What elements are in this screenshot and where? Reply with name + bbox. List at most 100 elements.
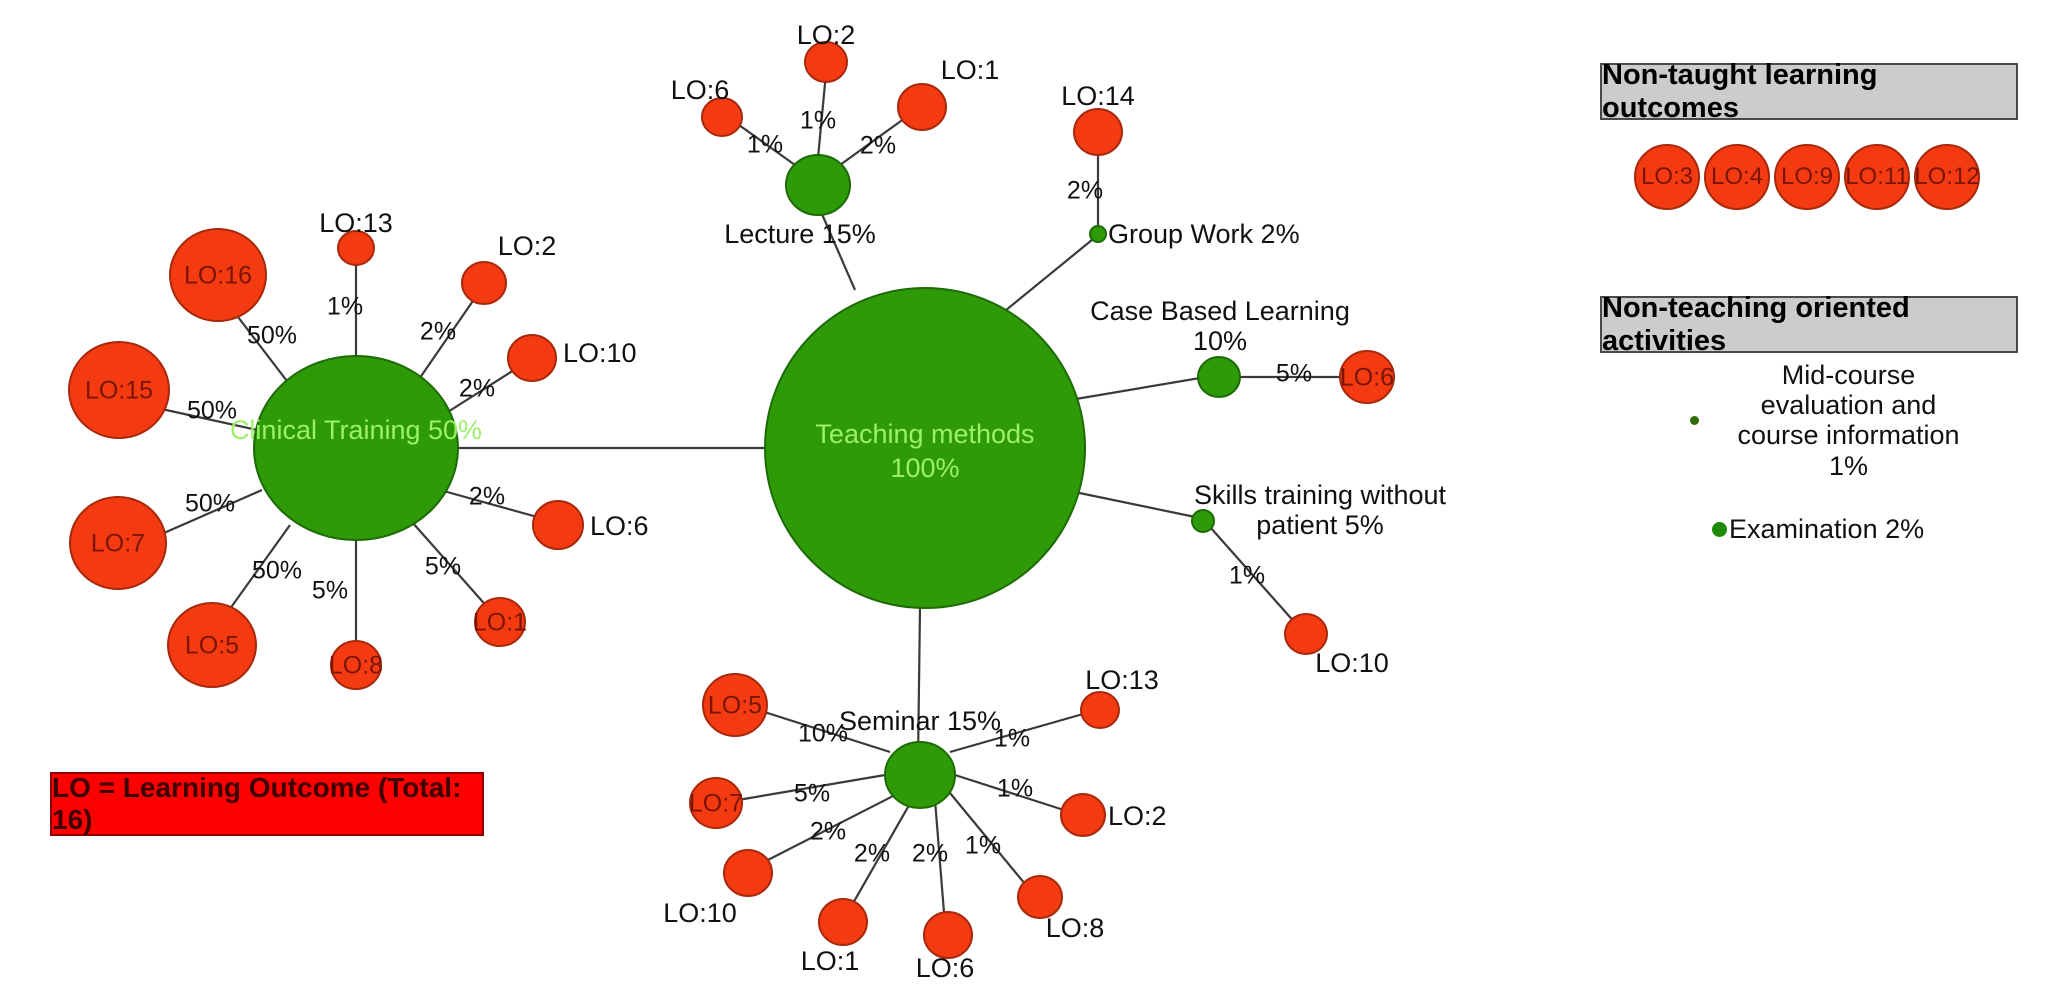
legend-non-taught-title: Non-taught learning outcomes bbox=[1600, 59, 2018, 124]
hub-circle[interactable] bbox=[764, 287, 1086, 609]
non-taught-chip[interactable]: LO:4 bbox=[1704, 144, 1770, 210]
lecture-lo1-circle[interactable] bbox=[897, 83, 947, 131]
clinical-outcome-lo15[interactable]: LO:15 50% bbox=[68, 341, 237, 439]
node-teaching-methods[interactable]: Teaching methods 100% bbox=[764, 287, 1086, 609]
non-taught-chip[interactable]: LO:3 bbox=[1634, 144, 1700, 210]
edge-hub-groupwork bbox=[999, 234, 1099, 316]
group-work-circle[interactable] bbox=[1089, 225, 1107, 243]
seminar-outcome-lo7[interactable]: LO:7 5% bbox=[689, 777, 830, 829]
lo15-label: LO:15 bbox=[85, 377, 153, 405]
lo10-label: LO:10 bbox=[563, 338, 637, 368]
lo16-circle[interactable] bbox=[169, 228, 267, 322]
node-lecture[interactable]: Lecture 15% bbox=[724, 154, 876, 249]
skills-outcome-lo10[interactable]: LO:10 1% bbox=[1229, 562, 1389, 679]
skills-lo10-pct: 1% bbox=[1229, 562, 1265, 590]
lo6-circle[interactable] bbox=[532, 500, 584, 550]
cbl-outcome-lo6[interactable]: LO:6 5% bbox=[1276, 350, 1395, 404]
skills-training-circle[interactable] bbox=[1191, 509, 1215, 533]
lo2-pct: 2% bbox=[420, 318, 456, 346]
sem-lo5-circle[interactable] bbox=[702, 673, 768, 737]
lo7-label: LO:7 bbox=[91, 530, 145, 558]
skills-lo10-label: LO:10 bbox=[1315, 648, 1389, 678]
lo13-circle[interactable] bbox=[337, 230, 375, 266]
node-skills-training[interactable]: Skills training without patient 5% bbox=[1191, 480, 1447, 540]
lecture-outcome-lo1[interactable]: LO:1 2% bbox=[860, 55, 999, 159]
lo6-label: LO:6 bbox=[590, 511, 649, 541]
clinical-training-circle[interactable] bbox=[253, 355, 459, 541]
seminar-outcome-lo5[interactable]: LO:5 10% bbox=[702, 673, 848, 748]
lo16-pct: 50% bbox=[247, 322, 297, 350]
clinical-outcome-lo2[interactable]: LO:2 2% bbox=[420, 231, 556, 345]
edge-clinical-lo7 bbox=[147, 488, 263, 542]
lecture-lo2-circle[interactable] bbox=[804, 41, 848, 83]
lo5-circle[interactable] bbox=[167, 602, 257, 688]
case-based-learning-circle[interactable] bbox=[1197, 356, 1241, 398]
sem-lo10-pct: 2% bbox=[810, 818, 846, 846]
cbl-lo6-circle[interactable] bbox=[1339, 350, 1395, 404]
lecture-label: Lecture 15% bbox=[724, 219, 876, 249]
sem-lo6-circle[interactable] bbox=[923, 911, 973, 959]
node-seminar[interactable]: Seminar 15% bbox=[839, 706, 1001, 809]
hub-label-line1: Teaching methods bbox=[815, 419, 1034, 449]
edges-skills-cluster bbox=[1209, 526, 1298, 626]
non-taught-chip[interactable]: LO:11 bbox=[1844, 144, 1910, 210]
sem-lo10-circle[interactable] bbox=[723, 849, 773, 897]
clinical-outcome-lo13[interactable]: LO:13 1% bbox=[319, 208, 393, 320]
clinical-outcome-lo1[interactable]: LO:1 5% bbox=[425, 553, 527, 647]
sem-lo8-label: LO:8 bbox=[1046, 913, 1105, 943]
edge-clinical-lo10 bbox=[442, 364, 523, 416]
sem-lo7-circle[interactable] bbox=[689, 777, 743, 829]
clinical-outcome-lo10[interactable]: LO:10 2% bbox=[459, 334, 637, 403]
edge-seminar-lo10 bbox=[757, 794, 896, 866]
lecture-lo2-label: LO:2 bbox=[797, 20, 856, 50]
non-taught-chip[interactable]: LO:12 bbox=[1914, 144, 1980, 210]
lo10-circle[interactable] bbox=[507, 334, 557, 382]
edge-hub-seminar bbox=[916, 607, 922, 763]
node-group-work[interactable]: Group Work 2% bbox=[1089, 219, 1300, 249]
seminar-outcome-lo2[interactable]: LO:2 1% bbox=[997, 775, 1167, 837]
lo1-circle[interactable] bbox=[474, 597, 526, 647]
lo14-circle[interactable] bbox=[1073, 108, 1123, 156]
clinical-outcome-lo7[interactable]: LO:7 50% bbox=[69, 490, 235, 590]
seminar-outcome-lo6[interactable]: LO:6 2% bbox=[912, 840, 974, 984]
sem-lo1-circle[interactable] bbox=[818, 898, 868, 946]
clinical-outcome-lo8[interactable]: LO:8 5% bbox=[312, 577, 383, 690]
edge-clinical-lo15 bbox=[156, 406, 258, 432]
skills-lo10-circle[interactable] bbox=[1284, 613, 1328, 655]
skills-label-line2: patient 5% bbox=[1256, 510, 1384, 540]
lo5-label: LO:5 bbox=[185, 632, 239, 660]
clinical-outcome-lo5[interactable]: LO:5 50% bbox=[167, 557, 302, 688]
groupwork-outcome-lo14[interactable]: LO:14 2% bbox=[1061, 81, 1135, 204]
lecture-outcome-lo6[interactable]: LO:6 1% bbox=[671, 75, 783, 158]
seminar-circle[interactable] bbox=[884, 741, 956, 809]
lecture-lo1-pct: 2% bbox=[860, 132, 896, 160]
sem-lo8-circle[interactable] bbox=[1017, 875, 1063, 919]
lecture-lo6-circle[interactable] bbox=[701, 97, 743, 137]
lo8-circle[interactable] bbox=[330, 640, 382, 690]
sem-lo2-circle[interactable] bbox=[1060, 793, 1106, 837]
seminar-outcome-lo8[interactable]: LO:8 1% bbox=[965, 832, 1104, 944]
clinical-outcome-lo16[interactable]: LO:16 50% bbox=[169, 228, 297, 350]
sem-lo10-label: LO:10 bbox=[663, 898, 737, 928]
seminar-outcome-lo10[interactable]: LO:10 2% bbox=[663, 818, 846, 929]
clinical-training-label: Clinical Training 50% bbox=[230, 415, 482, 445]
learning-outcome-key: LO = Learning Outcome (Total: 16) bbox=[50, 772, 484, 836]
mid-course-line1: Mid-course bbox=[1781, 360, 1916, 390]
lo13-label: LO:13 bbox=[319, 208, 393, 238]
node-clinical-training[interactable]: Clinical Training 50% bbox=[230, 355, 482, 541]
lo1-pct: 5% bbox=[425, 553, 461, 581]
lo15-circle[interactable] bbox=[68, 341, 170, 439]
lo2-circle[interactable] bbox=[461, 261, 507, 305]
lecture-outcome-lo2[interactable]: LO:2 1% bbox=[797, 20, 856, 134]
clinical-outcome-lo6[interactable]: LO:6 2% bbox=[469, 483, 649, 550]
sem-lo13-circle[interactable] bbox=[1080, 691, 1120, 729]
lecture-circle[interactable] bbox=[785, 154, 851, 216]
seminar-outcome-lo13[interactable]: LO:13 1% bbox=[994, 665, 1159, 752]
seminar-outcome-lo1[interactable]: LO:1 2% bbox=[801, 840, 890, 977]
lo7-circle[interactable] bbox=[69, 496, 167, 590]
node-case-based-learning[interactable]: Case Based Learning 10% bbox=[1090, 296, 1350, 398]
non-taught-chip[interactable]: LO:9 bbox=[1774, 144, 1840, 210]
lo16-label: LO:16 bbox=[184, 262, 252, 290]
